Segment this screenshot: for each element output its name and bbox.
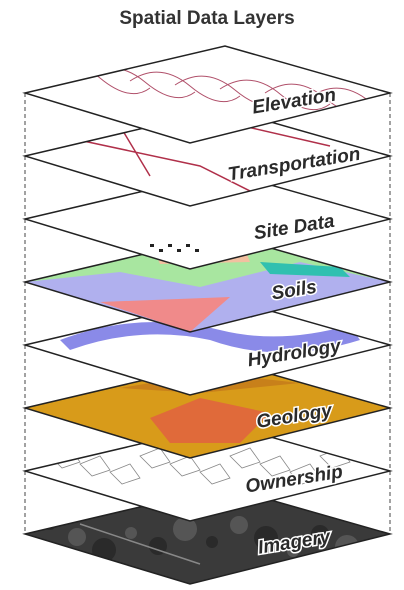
layer: Hydrology <box>22 297 393 396</box>
texture <box>311 525 329 543</box>
layers: ImageryOwnershipGeologyHydrologySoilsSit… <box>22 45 393 585</box>
parcel <box>139 447 171 469</box>
layer-plane <box>25 424 390 521</box>
texture <box>173 517 197 541</box>
parcel <box>199 463 231 485</box>
texture <box>206 536 218 548</box>
texture <box>125 527 137 539</box>
site <box>195 249 199 252</box>
layer-plane <box>25 487 390 584</box>
water <box>60 322 360 353</box>
texture <box>68 528 86 546</box>
parcel <box>79 455 111 477</box>
parcel <box>289 463 321 485</box>
layer: Transportation <box>22 108 393 207</box>
layer: Elevation <box>22 45 393 144</box>
texture <box>287 545 299 557</box>
layer-outline <box>22 45 393 144</box>
contour <box>174 75 286 107</box>
title: Spatial Data Layers <box>119 8 294 29</box>
texture <box>79 523 201 565</box>
parcel <box>229 447 261 469</box>
site <box>159 249 163 252</box>
parcel <box>109 463 141 485</box>
parcel <box>169 455 201 477</box>
soil <box>100 297 230 332</box>
layer-plane <box>25 298 390 395</box>
site <box>168 244 172 247</box>
layer: Site Data <box>22 171 393 270</box>
texture <box>230 516 248 534</box>
contour <box>219 79 331 111</box>
layer-plane <box>25 46 390 143</box>
texture <box>149 537 167 555</box>
site <box>177 249 181 252</box>
layer-plane <box>25 109 390 206</box>
parcel <box>259 455 291 477</box>
site <box>150 244 154 247</box>
soil <box>25 262 390 332</box>
site <box>186 244 190 247</box>
texture <box>254 526 278 550</box>
geo <box>150 398 270 443</box>
layer-plane <box>25 172 390 269</box>
contour <box>129 71 241 103</box>
soil <box>260 262 350 277</box>
